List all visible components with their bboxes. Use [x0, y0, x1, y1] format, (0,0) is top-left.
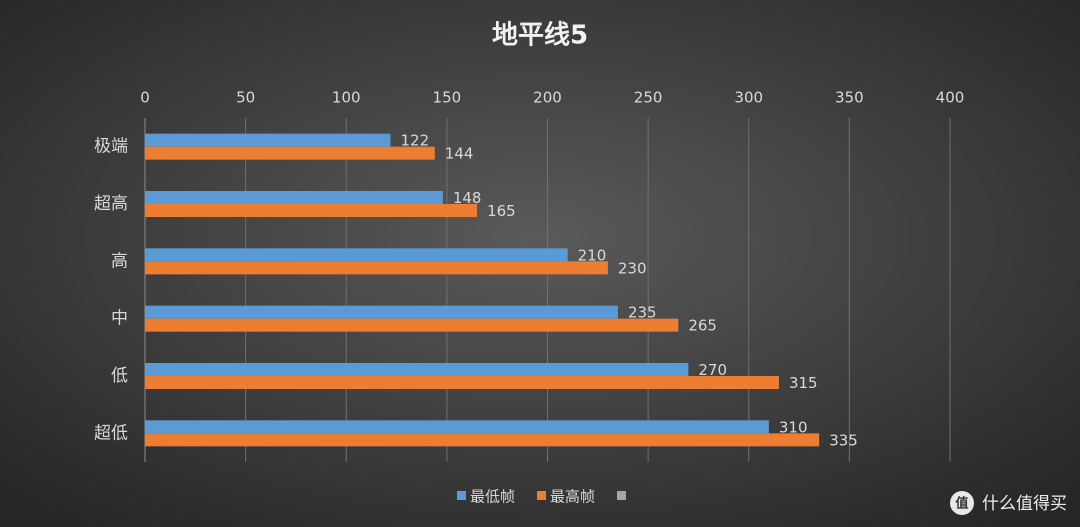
- bar: [145, 191, 443, 204]
- value-label: 270: [698, 361, 727, 379]
- y-tick-label: 高: [111, 251, 128, 271]
- legend-label: 最高帧: [550, 488, 595, 506]
- x-tick-label: 300: [734, 89, 763, 107]
- value-label: 148: [453, 189, 482, 207]
- bar: [145, 433, 820, 447]
- y-tick-label: 超高: [94, 194, 128, 214]
- x-tick-label: 100: [332, 89, 361, 107]
- legend-swatch: [537, 491, 546, 500]
- legend-swatch: [617, 491, 626, 500]
- bar: [145, 318, 679, 332]
- y-tick-label: 低: [111, 366, 128, 386]
- x-tick-label: 200: [533, 89, 562, 107]
- bar: [145, 261, 608, 275]
- bar: [145, 133, 391, 147]
- x-tick-label: 350: [835, 89, 864, 107]
- y-tick-label: 极端: [94, 137, 128, 157]
- bar: [145, 363, 689, 376]
- chart-title: 地平线5: [492, 21, 588, 51]
- value-label: 310: [779, 418, 808, 436]
- value-label: 315: [789, 374, 818, 392]
- bar: [145, 376, 779, 389]
- y-tick-label: 中: [111, 309, 128, 329]
- legend-label: 最低帧: [470, 488, 515, 506]
- value-label: 122: [401, 132, 430, 150]
- x-tick-label: 400: [936, 89, 965, 107]
- value-label: 265: [688, 317, 717, 335]
- x-tick-label: 0: [140, 89, 150, 107]
- watermark: 什么值得买: [982, 494, 1067, 514]
- x-tick-label: 250: [634, 89, 663, 107]
- legend-swatch: [457, 491, 466, 500]
- bar: [145, 420, 769, 434]
- legend: 最低帧 最高帧: [457, 488, 595, 506]
- value-label: 230: [618, 259, 647, 277]
- value-label: 144: [445, 145, 474, 163]
- value-label: 165: [487, 202, 516, 220]
- watermark-icon-bg: [950, 491, 974, 515]
- value-label: 210: [578, 246, 607, 264]
- watermark-icon: 值: [955, 496, 968, 512]
- bar: [145, 204, 478, 217]
- bar: [145, 248, 568, 262]
- bar: [145, 305, 618, 319]
- y-tick-label: 超低: [94, 423, 128, 443]
- bar: [145, 146, 435, 160]
- value-label: 235: [628, 304, 657, 322]
- value-label: 335: [829, 431, 858, 449]
- x-tick-label: 50: [236, 89, 255, 107]
- x-tick-label: 150: [433, 89, 462, 107]
